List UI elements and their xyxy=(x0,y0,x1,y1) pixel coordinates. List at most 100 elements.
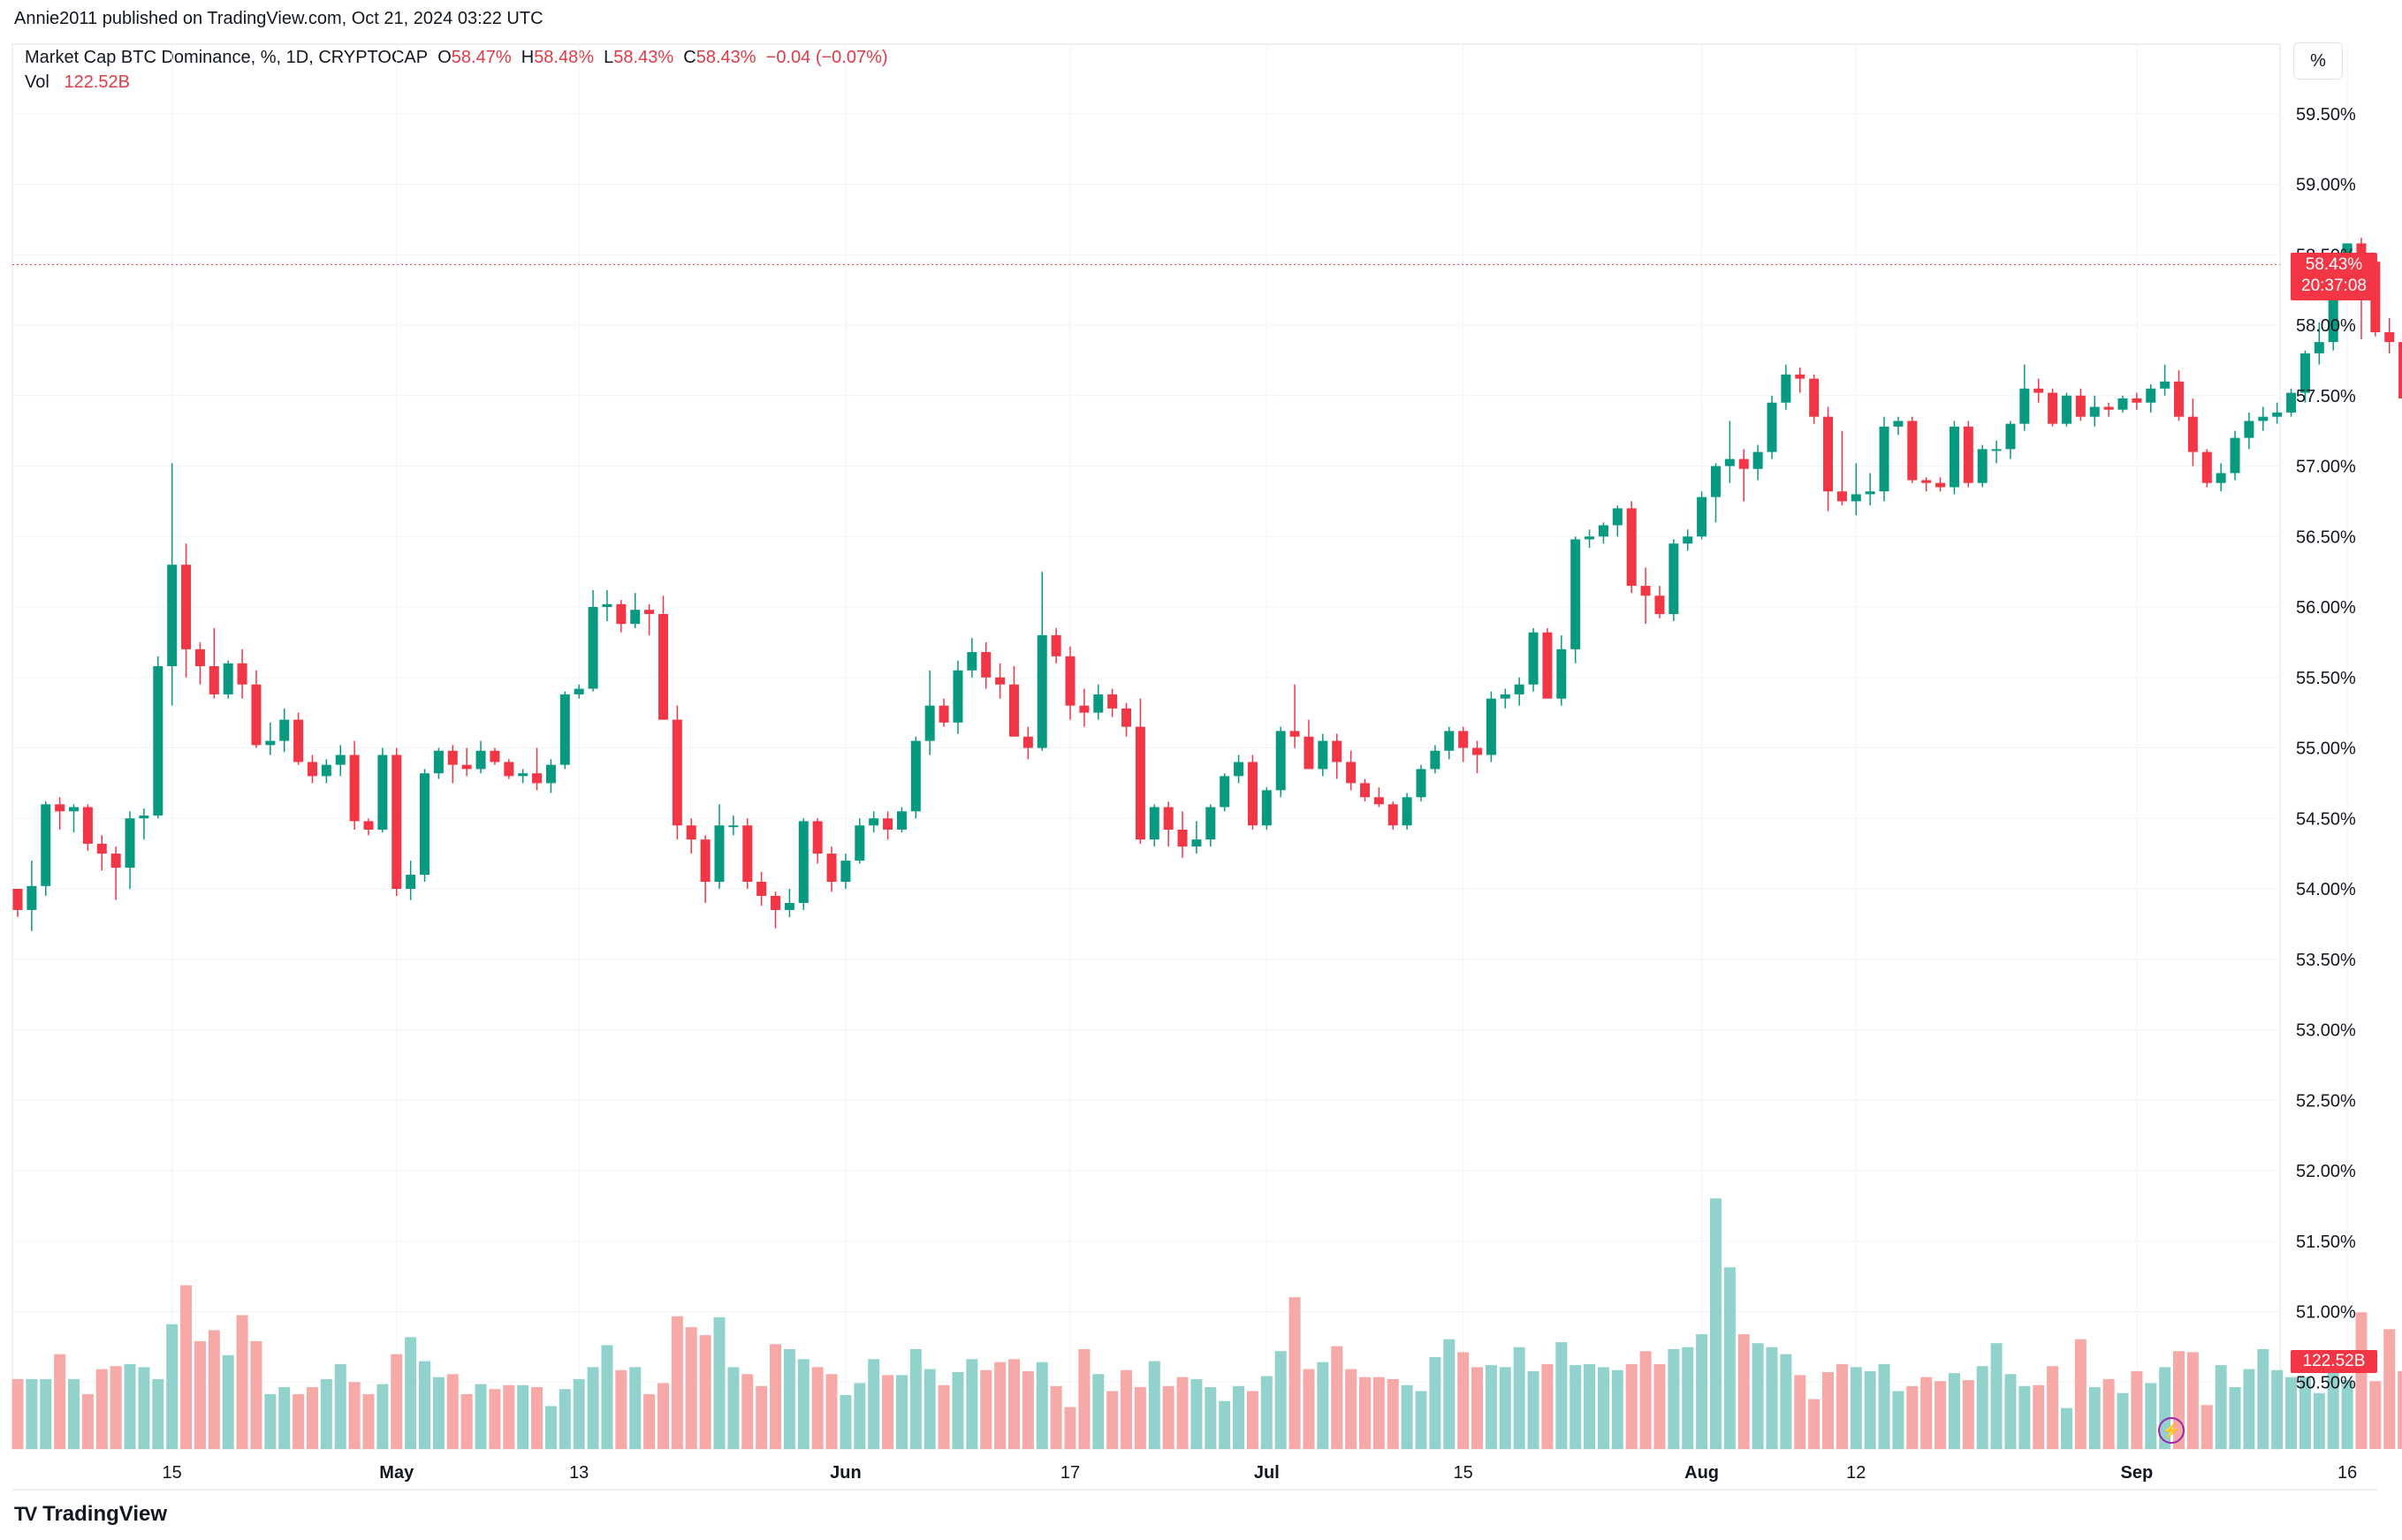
volume-bar xyxy=(2117,1392,2129,1449)
volume-bar xyxy=(1611,1369,1623,1449)
volume-bar xyxy=(2047,1366,2059,1449)
candle-body xyxy=(461,764,472,770)
volume-bar xyxy=(1836,1363,1848,1449)
volume-bar xyxy=(419,1361,431,1449)
candle-body xyxy=(1037,634,1047,748)
volume-bar xyxy=(2074,1339,2087,1449)
volume-bar xyxy=(1920,1377,1933,1449)
candle-body xyxy=(658,613,668,720)
volume-bar xyxy=(1401,1384,1413,1449)
volume-bar xyxy=(1653,1363,1666,1449)
candle-body xyxy=(2272,412,2283,417)
candle-body xyxy=(1022,736,1033,748)
last-volume-tag: 122.52B xyxy=(2291,1350,2377,1373)
candle-body xyxy=(714,825,725,883)
candle-body xyxy=(12,889,23,910)
volume-bar xyxy=(587,1367,599,1449)
volume-bar xyxy=(1976,1366,1988,1449)
candle-body xyxy=(1093,694,1104,713)
volume-bar xyxy=(1443,1339,1456,1449)
volume-bar xyxy=(1345,1369,1357,1449)
y-tick-label: 54.00% xyxy=(2296,880,2356,899)
y-tick-label: 50.50% xyxy=(2296,1373,2356,1392)
volume-bar xyxy=(2145,1383,2157,1449)
volume-bar xyxy=(81,1393,94,1449)
candle-body xyxy=(1079,705,1090,713)
x-tick-label: 12 xyxy=(1846,1463,1866,1483)
volume-bar xyxy=(756,1385,768,1449)
candle-body xyxy=(153,665,163,816)
candle-body xyxy=(1612,508,1623,526)
candle-body xyxy=(1402,797,1412,826)
candle-body xyxy=(1289,731,1300,737)
brand-name: TradingView xyxy=(42,1502,168,1526)
candle-body xyxy=(237,663,247,685)
candle-body xyxy=(1486,698,1496,755)
volume-bar xyxy=(110,1366,122,1449)
volume-bar xyxy=(40,1378,52,1449)
lightning-icon[interactable]: ⚡ xyxy=(2158,1417,2185,1444)
candle-body xyxy=(1107,694,1118,709)
grid xyxy=(11,43,2377,1491)
volume-bar xyxy=(825,1374,838,1449)
volume-bar xyxy=(685,1327,697,1449)
candle-body xyxy=(1528,632,1539,685)
candle-body xyxy=(574,688,584,694)
y-tick-label: 53.00% xyxy=(2296,1021,2356,1041)
candle-body xyxy=(1907,421,1918,481)
candle-body xyxy=(2033,388,2044,393)
volume-bar xyxy=(1246,1391,1258,1449)
candle-body xyxy=(700,839,711,883)
tradingview-logo[interactable]: TV TradingView xyxy=(14,1502,167,1527)
candle-body xyxy=(953,670,963,723)
y-tick-label: 51.50% xyxy=(2296,1233,2356,1252)
candle-body xyxy=(2117,398,2128,410)
x-tick-label: 15 xyxy=(163,1463,182,1483)
volume-bar xyxy=(2299,1377,2311,1449)
candle-body xyxy=(1585,536,1595,540)
volume-bar xyxy=(236,1315,248,1449)
candle-body xyxy=(826,853,837,883)
candle-body xyxy=(2005,423,2016,450)
volume-bar xyxy=(573,1378,585,1449)
volume-bar xyxy=(1682,1347,1694,1449)
bar-countdown: 20:37:08 xyxy=(2301,277,2367,295)
candle-body xyxy=(1387,804,1398,826)
candle-body xyxy=(1752,451,1763,469)
legend-symbol[interactable]: Market Cap BTC Dominance, %, 1D, CRYPTOC… xyxy=(25,48,429,67)
candle-body xyxy=(728,825,739,828)
volume-bar xyxy=(432,1377,445,1449)
volume-bar xyxy=(1696,1334,1708,1449)
candle-body xyxy=(2174,381,2185,417)
candle-body xyxy=(812,821,823,854)
candle-body xyxy=(1556,649,1567,699)
volume-bar xyxy=(770,1344,782,1449)
legend-vol-label[interactable]: Vol xyxy=(25,72,49,92)
percent-scale-button[interactable]: % xyxy=(2293,42,2343,80)
volume-bar xyxy=(1906,1385,1919,1449)
candle-body xyxy=(756,882,767,896)
candle-body xyxy=(2244,421,2254,438)
volume-bar xyxy=(2355,1312,2368,1449)
volume-bar xyxy=(1205,1386,1217,1449)
y-tick-label: 57.00% xyxy=(2296,458,2356,477)
candle-body xyxy=(2187,416,2198,452)
y-tick-label: 52.50% xyxy=(2296,1091,2356,1111)
candle-body xyxy=(602,603,612,607)
y-tick-label: 59.50% xyxy=(2296,105,2356,125)
legend-open-label: O xyxy=(437,48,452,67)
volume-bar xyxy=(1597,1367,1609,1449)
volume-bar xyxy=(1709,1198,1722,1449)
volume-bar xyxy=(713,1316,726,1449)
candle-body xyxy=(1359,783,1370,798)
tradingview-mark-icon: TV xyxy=(14,1503,37,1525)
candle-body xyxy=(798,821,809,903)
volume-bar xyxy=(250,1340,262,1449)
volume-bar xyxy=(1036,1362,1048,1449)
candle-body xyxy=(1598,525,1608,537)
volume-bar xyxy=(475,1384,487,1449)
candle-body xyxy=(2160,381,2170,389)
volume-bar xyxy=(1429,1357,1441,1449)
volume-bar xyxy=(1274,1351,1287,1449)
